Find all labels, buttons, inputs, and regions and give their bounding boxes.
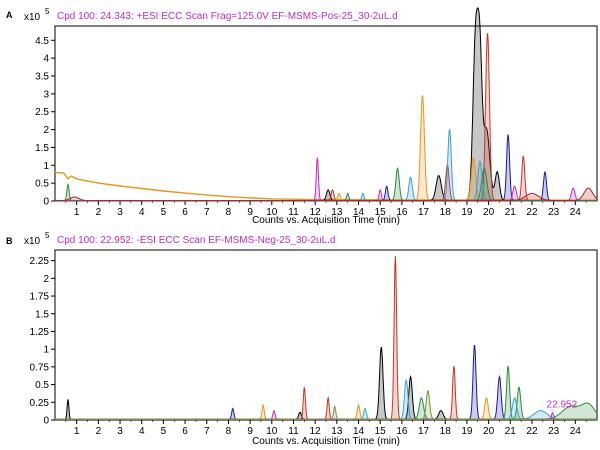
chart-title: Cpd 100: 24.343: +ESI ECC Scan Frag=125.… [57,11,398,22]
x-axis-label: Counts vs. Acquisition Time (min) [252,215,400,226]
y-tick-label: 1 [43,161,49,172]
x-tick-label: 5 [161,426,167,437]
panel-letter: A [6,10,13,20]
x-tick-label: 13 [331,207,343,218]
x-tick-label: 22 [526,207,538,218]
x-tick-label: 9 [247,207,253,218]
x-tick-label: 19 [461,207,473,218]
panel-letter: B [6,236,13,246]
y-tick-label: 2.25 [30,256,50,267]
x-tick-label: 14 [353,207,365,218]
series-trace [55,256,597,420]
y-tick-label: 0.25 [30,398,50,409]
panel-b: B x10 5 Cpd 100: 22.952: -ESI ECC Scan E… [6,231,598,447]
x-tick-label: 8 [226,207,232,218]
plot-frame [54,249,598,421]
x-tick-label: 14 [353,426,365,437]
chart-title: Cpd 100: 22.952: -ESI ECC Scan EF-MSMS-N… [57,235,335,246]
y-tick-label: 2.5 [35,107,49,118]
x-tick-label: 16 [396,207,408,218]
traces [55,256,598,420]
y-tick-label: 0.5 [35,179,49,190]
series-fill [55,380,597,420]
y-tick-label: 2 [43,125,49,136]
x-tick-label: 1 [74,426,80,437]
y-tick-label: 1.75 [30,292,50,303]
x-tick-label: 6 [182,207,188,218]
series-fill [55,7,597,202]
x-tick-label: 16 [396,426,408,437]
traces [54,7,598,202]
x-tick-label: 13 [331,426,343,437]
y-tick-label: 0 [43,197,49,208]
y-tick-label: 1.25 [30,327,50,338]
series-trace [55,95,597,202]
x-tick-label: 23 [548,426,560,437]
x-tick-label: 5 [161,207,167,218]
y-multiplier: x10 [24,236,41,247]
x-tick-label: 3 [117,207,123,218]
panel-a: A x10 5 Cpd 100: 24.343: +ESI ECC Scan F… [6,7,598,226]
series-fill [55,33,597,202]
x-tick-label: 17 [418,426,430,437]
x-tick-label: 18 [440,426,452,437]
y-tick-label: 1.5 [35,309,49,320]
x-tick-label: 4 [139,207,145,218]
x-tick-label: 20 [483,426,495,437]
x-tick-label: 1 [74,207,80,218]
x-tick-label: 10 [266,207,278,218]
y-tick-label: 3.5 [35,72,49,83]
x-tick-label: 7 [204,207,210,218]
x-tick-label: 23 [548,207,560,218]
y-tick-label: 0.75 [30,362,50,373]
x-tick-label: 10 [266,426,278,437]
y-tick-label: 1.5 [35,143,49,154]
x-tick-label: 7 [204,426,210,437]
x-tick-label: 24 [570,207,582,218]
series-trace [55,33,597,202]
x-tick-label: 6 [182,426,188,437]
x-tick-label: 12 [310,207,322,218]
y-tick-label: 3 [43,89,49,100]
y-tick-label: 4.5 [35,36,49,47]
y-tick-label: 4 [43,54,49,65]
y-tick-label: 0 [43,416,49,427]
y-tick-label: 0.5 [35,380,49,391]
x-tick-label: 21 [505,207,517,218]
x-tick-label: 15 [375,207,387,218]
x-tick-label: 2 [96,207,102,218]
series-fill [55,256,597,420]
plot-frame [54,25,598,202]
y-exponent: 5 [45,7,50,16]
x-tick-label: 4 [139,426,145,437]
x-tick-label: 8 [226,426,232,437]
x-tick-label: 9 [247,426,253,437]
x-tick-label: 3 [117,426,123,437]
y-multiplier: x10 [24,12,41,23]
x-tick-label: 2 [96,426,102,437]
series-trace [55,389,597,420]
series-trace [55,7,597,202]
y-tick-label: 2 [43,274,49,285]
y-exponent: 5 [45,231,50,240]
x-tick-label: 21 [505,426,517,437]
x-tick-label: 15 [375,426,387,437]
x-tick-label: 18 [440,207,452,218]
x-tick-label: 12 [310,426,322,437]
series-trace [55,187,598,202]
x-tick-label: 24 [570,426,582,437]
x-tick-label: 11 [288,207,299,218]
x-tick-label: 11 [288,426,299,437]
x-tick-label: 20 [483,207,495,218]
y-tick-label: 1 [43,345,49,356]
baseline-trace [54,171,598,201]
annotation-label: 22.952 [547,400,578,411]
series-fill [55,188,597,201]
series-fill [55,95,597,201]
x-tick-label: 17 [418,207,430,218]
x-axis-label: Counts vs. Acquisition Time (min) [252,436,400,447]
x-tick-label: 19 [461,426,473,437]
x-tick-label: 22 [526,426,538,437]
